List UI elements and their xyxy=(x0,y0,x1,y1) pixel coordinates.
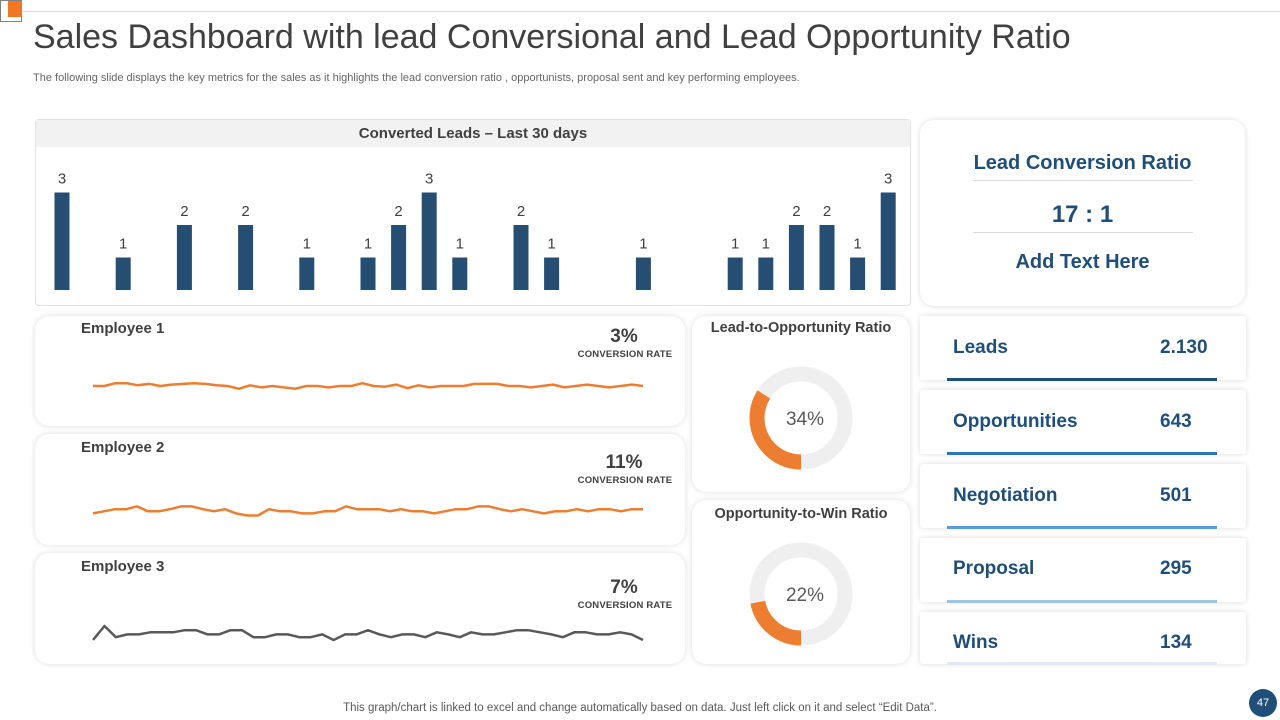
employee-3-name: Employee 3 xyxy=(81,558,165,575)
metric-value-opportunities: 643 xyxy=(1160,411,1192,432)
employee-1-name: Employee 1 xyxy=(81,320,165,337)
bar-label-day-25: 2 xyxy=(792,203,800,220)
metric-bar-proposal xyxy=(947,600,1217,603)
bar-day-9 xyxy=(299,257,315,290)
bar-label-day-5: 2 xyxy=(180,203,188,220)
employee-3-rate: 7% xyxy=(610,577,638,598)
bar-label-day-7: 2 xyxy=(241,203,249,220)
employee-2-card xyxy=(35,434,685,545)
employee-2-rate-label: CONVERSION RATE xyxy=(577,475,673,486)
metric-bar-leads xyxy=(947,378,1217,381)
bar-day-7 xyxy=(238,225,254,290)
bar-day-20 xyxy=(635,257,651,290)
employee-3-rate-label: CONVERSION RATE xyxy=(577,600,673,611)
bar-day-11 xyxy=(360,257,376,290)
metric-label-leads: Leads xyxy=(953,337,1008,358)
bar-day-28 xyxy=(880,192,896,290)
metric-value-wins: 134 xyxy=(1160,632,1192,653)
bar-day-24 xyxy=(758,257,774,290)
converted-leads-panel: Converted Leads – Last 30 days 3 1 2 2 1 1 2 3 1… xyxy=(35,119,911,306)
metric-label-wins: Wins xyxy=(953,632,999,653)
metric-card-proposal xyxy=(920,538,1246,602)
metric-value-leads: 2.130 xyxy=(1160,337,1208,358)
top-rule xyxy=(22,11,1280,12)
lead-conversion-divider-1 xyxy=(973,180,1193,181)
metric-bar-negotiation xyxy=(947,526,1217,529)
metric-card-leads xyxy=(920,316,1246,380)
converted-leads-title: Converted Leads – Last 30 days xyxy=(36,120,910,147)
lead-conversion-text: Add Text Here xyxy=(1015,251,1150,273)
employee-3-card xyxy=(35,553,685,664)
bar-label-day-16: 2 xyxy=(517,203,525,220)
footer-note: This graph/chart is linked to excel and … xyxy=(343,702,937,714)
bar-day-16 xyxy=(513,225,529,290)
bar-day-23 xyxy=(727,257,743,290)
bar-label-day-12: 2 xyxy=(394,203,402,220)
lead-conversion-value: 17 : 1 xyxy=(1051,201,1114,228)
corner-logo xyxy=(0,0,22,22)
employee-1-card xyxy=(35,316,685,426)
lead-to-opportunity-title: Lead-to-Opportunity Ratio xyxy=(710,320,892,336)
bar-label-day-17: 1 xyxy=(547,236,555,253)
bar-label-day-26: 2 xyxy=(823,203,831,220)
opportunity-to-win-title: Opportunity-to-Win Ratio xyxy=(714,506,888,522)
metric-label-opportunities: Opportunities xyxy=(953,411,1078,432)
bar-day-3 xyxy=(115,257,131,290)
bar-label-day-1: 3 xyxy=(58,171,66,188)
lead-conversion-card xyxy=(920,120,1245,306)
bar-label-day-13: 3 xyxy=(425,171,433,188)
employee-2-rate: 11% xyxy=(605,452,643,473)
employee-1-rate: 3% xyxy=(610,326,638,347)
metric-card-negotiation xyxy=(920,464,1246,528)
bar-label-day-9: 1 xyxy=(303,236,311,253)
metric-value-negotiation: 501 xyxy=(1160,485,1192,506)
bar-label-day-28: 3 xyxy=(884,171,892,188)
bar-label-day-14: 1 xyxy=(456,236,464,253)
metric-label-negotiation: Negotiation xyxy=(953,485,1058,506)
bar-day-26 xyxy=(819,225,835,290)
employee-2-name: Employee 2 xyxy=(81,439,165,456)
bar-day-27 xyxy=(850,257,866,290)
bar-label-day-23: 1 xyxy=(731,236,739,253)
bar-label-day-11: 1 xyxy=(364,236,372,253)
bar-label-day-24: 1 xyxy=(762,236,770,253)
metric-value-proposal: 295 xyxy=(1160,558,1192,579)
bar-day-13 xyxy=(421,192,437,290)
lead-conversion-title: Lead Conversion Ratio xyxy=(973,152,1192,174)
bar-label-day-20: 1 xyxy=(639,236,647,253)
metric-label-proposal: Proposal xyxy=(953,558,1035,579)
lead-conversion-divider-2 xyxy=(973,232,1193,233)
converted-leads-chart: 3 1 2 2 1 1 2 3 1 2 1 1 1 1 2 2 1 3 xyxy=(54,171,896,290)
metric-bar-opportunities xyxy=(947,452,1217,455)
opportunity-to-win-card xyxy=(692,500,910,664)
bar-day-17 xyxy=(544,257,560,290)
metric-card-opportunities xyxy=(920,390,1246,454)
bar-day-12 xyxy=(391,225,407,290)
page-subtitle: The following slide displays the key met… xyxy=(33,72,800,84)
employee-1-rate-label: CONVERSION RATE xyxy=(577,349,673,360)
metric-bar-wins xyxy=(947,662,1217,665)
page-number: 47 xyxy=(1249,689,1277,717)
bar-day-25 xyxy=(788,225,804,290)
bar-day-1 xyxy=(54,192,70,290)
bar-day-5 xyxy=(176,225,192,290)
page-title: Sales Dashboard with lead Conversional a… xyxy=(33,18,1071,56)
bar-label-day-3: 1 xyxy=(119,236,127,253)
bar-label-day-27: 1 xyxy=(853,236,861,253)
lead-to-opportunity-card xyxy=(692,316,910,492)
bar-day-14 xyxy=(452,257,468,290)
metric-card-wins xyxy=(920,612,1246,664)
